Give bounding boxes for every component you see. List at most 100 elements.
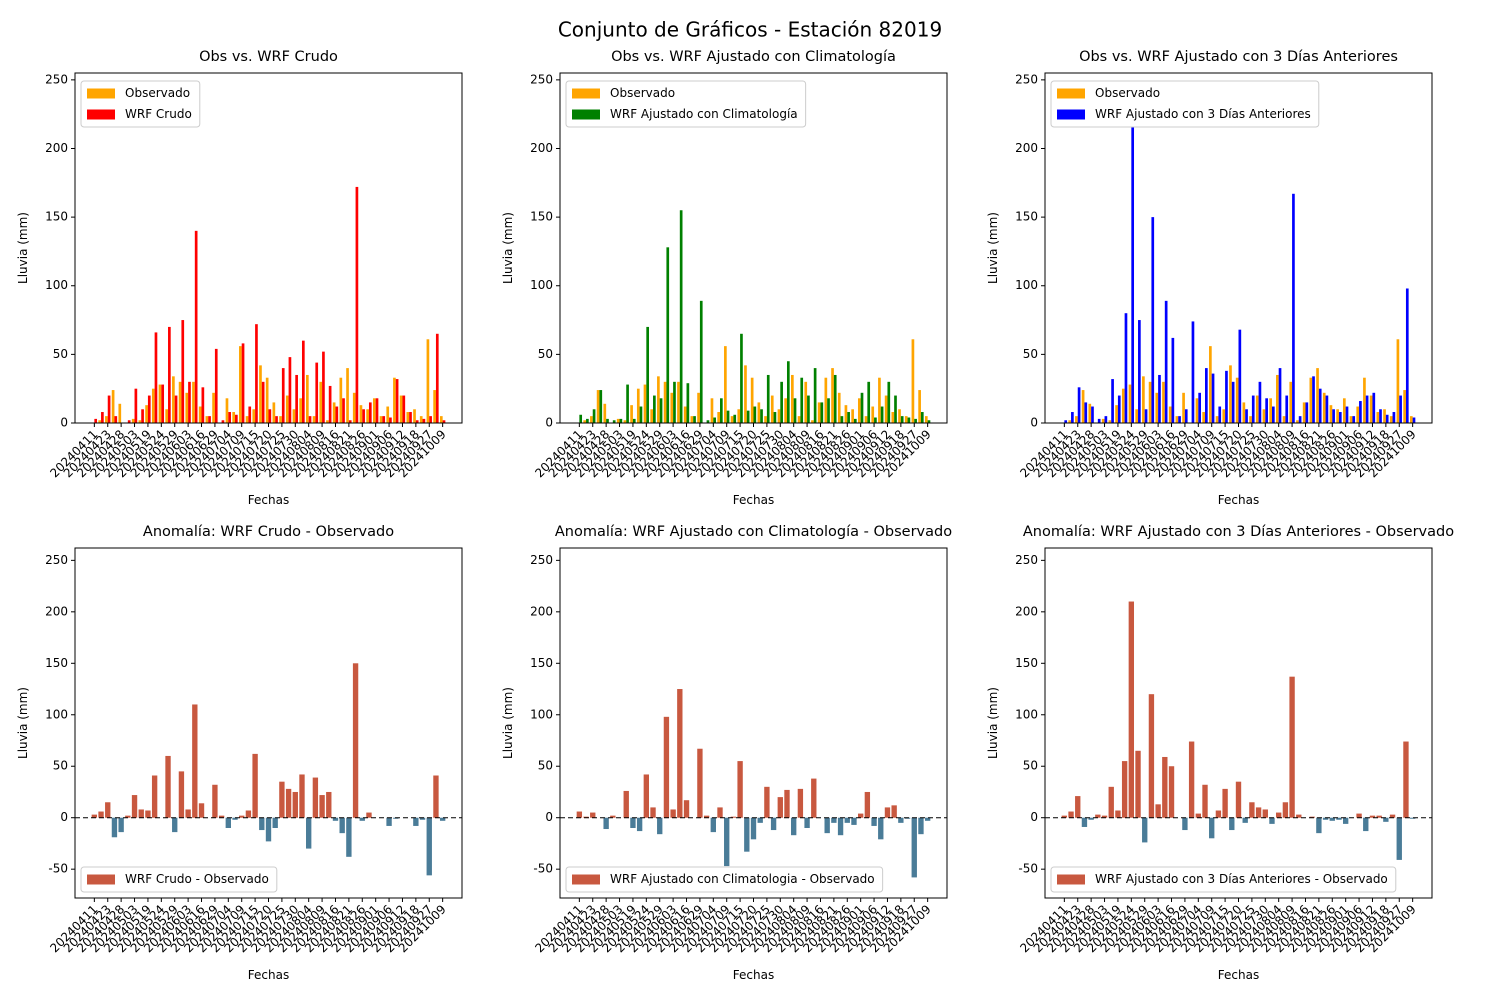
bar xyxy=(185,809,191,818)
bar xyxy=(750,817,757,840)
bar xyxy=(346,368,349,423)
bar xyxy=(359,817,365,821)
bar xyxy=(375,398,379,423)
bar xyxy=(606,418,609,423)
bar xyxy=(1205,368,1208,423)
bar xyxy=(1071,412,1074,423)
bar xyxy=(198,803,205,818)
bar xyxy=(1191,321,1195,423)
bar xyxy=(1296,420,1299,423)
bar xyxy=(659,398,663,423)
subplot-title: Anomalía: WRF Crudo - Observado xyxy=(143,524,394,540)
bar xyxy=(911,339,915,423)
bar xyxy=(1396,817,1402,860)
bar xyxy=(419,416,423,423)
bar xyxy=(860,392,864,423)
bar xyxy=(1229,817,1235,831)
legend-swatch xyxy=(1057,109,1085,120)
bar xyxy=(730,816,737,818)
bar xyxy=(1265,398,1268,423)
bar xyxy=(1269,398,1272,423)
bar xyxy=(817,402,821,423)
bar xyxy=(1142,376,1145,423)
bar xyxy=(1276,812,1282,818)
bar xyxy=(328,385,332,423)
bar xyxy=(275,416,278,423)
bar xyxy=(1292,193,1295,423)
bar xyxy=(1255,807,1262,818)
bar xyxy=(847,412,850,423)
bar xyxy=(1209,346,1212,423)
bar xyxy=(1135,750,1141,818)
bar xyxy=(1075,416,1078,423)
subplot-title: Anomalía: WRF Ajustado con 3 Días Anteri… xyxy=(1023,524,1454,540)
bar xyxy=(1349,416,1353,423)
bar xyxy=(657,817,663,835)
bar xyxy=(393,377,396,423)
bar xyxy=(1309,377,1313,423)
bar xyxy=(105,802,111,818)
bar xyxy=(717,412,721,423)
y-tick-label: 200 xyxy=(45,141,68,155)
bar xyxy=(918,390,921,423)
bar xyxy=(623,790,629,818)
bar xyxy=(415,420,419,423)
bar xyxy=(811,778,817,818)
bar xyxy=(891,805,897,818)
legend-box xyxy=(1050,866,1397,893)
bar xyxy=(764,786,770,818)
bar xyxy=(650,807,656,818)
bar xyxy=(134,388,138,423)
bar xyxy=(413,409,416,423)
bar xyxy=(114,416,118,423)
bar xyxy=(864,791,871,818)
bar xyxy=(626,384,629,423)
bar xyxy=(174,395,178,423)
bar xyxy=(673,381,676,423)
bar xyxy=(429,416,432,423)
bar xyxy=(1121,388,1125,423)
bar xyxy=(1369,395,1373,423)
bar xyxy=(791,374,794,423)
legend-swatch xyxy=(572,88,600,99)
bar xyxy=(632,418,636,423)
bar xyxy=(770,817,777,831)
bar xyxy=(118,817,124,833)
bar xyxy=(359,405,363,423)
bar xyxy=(1068,811,1074,818)
bar xyxy=(208,416,211,423)
y-tick-label: 100 xyxy=(45,707,68,721)
bar xyxy=(1305,402,1309,423)
y-axis-label: Lluvia (mm) xyxy=(986,212,1000,284)
bar xyxy=(91,814,98,818)
y-tick-label: 0 xyxy=(1030,810,1038,824)
bar xyxy=(1195,398,1199,423)
bar xyxy=(1142,817,1148,843)
bar xyxy=(1108,786,1114,818)
bar xyxy=(757,817,763,823)
bar xyxy=(1088,817,1094,820)
bar xyxy=(1144,409,1148,423)
bar xyxy=(1316,817,1322,834)
bar xyxy=(1138,320,1141,423)
bar xyxy=(746,410,750,423)
bar xyxy=(212,784,218,818)
bar xyxy=(630,817,636,828)
bar xyxy=(1262,409,1266,423)
bar xyxy=(724,346,727,423)
y-tick-label: -50 xyxy=(533,862,553,876)
y-tick-label: 100 xyxy=(1015,278,1038,292)
bar xyxy=(111,817,118,838)
subplot-title: Anomalía: WRF Ajustado con Climatología … xyxy=(555,524,952,540)
bar xyxy=(733,414,737,423)
bar xyxy=(1342,817,1349,824)
bar xyxy=(399,395,403,423)
bar xyxy=(677,381,680,423)
bar xyxy=(907,417,911,423)
bar xyxy=(871,817,877,826)
bar xyxy=(864,416,868,423)
bar xyxy=(1115,405,1118,423)
bar xyxy=(1238,329,1242,423)
bar xyxy=(650,409,654,423)
y-tick-label: 150 xyxy=(45,210,68,224)
